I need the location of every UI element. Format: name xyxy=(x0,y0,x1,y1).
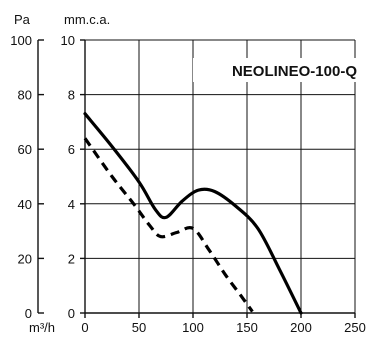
y-tick-label-pa: 40 xyxy=(18,197,32,212)
y-tick-label-mm: 6 xyxy=(68,142,75,157)
y-tick-label-mm: 10 xyxy=(61,33,75,48)
y-unit-right-label: mm.c.a. xyxy=(64,12,110,27)
x-unit-label: m³/h xyxy=(29,320,55,335)
y-tick-label-pa: 100 xyxy=(10,33,32,48)
series-line-dashed xyxy=(83,137,254,313)
y-tick-label-pa: 0 xyxy=(25,306,32,321)
y-tick-label-mm: 0 xyxy=(68,306,75,321)
y-tick-label-mm: 4 xyxy=(68,197,75,212)
chart-title-background xyxy=(193,58,359,82)
series-lines xyxy=(83,112,303,315)
y-tick-label-pa: 20 xyxy=(18,251,32,266)
y-unit-left-label: Pa xyxy=(14,12,31,27)
chart-title: NEOLINEO-100-Q xyxy=(232,63,357,80)
grid-lines xyxy=(85,39,356,313)
y-tick-label-pa: 60 xyxy=(18,142,32,157)
axes xyxy=(37,39,356,318)
x-tick-label: 150 xyxy=(236,320,258,335)
y-tick-label-pa: 80 xyxy=(18,88,32,103)
x-tick-label: 100 xyxy=(182,320,204,335)
x-tick-label: 0 xyxy=(81,320,88,335)
series-line-solid xyxy=(83,112,303,315)
y-tick-label-mm: 8 xyxy=(68,88,75,103)
x-tick-label: 250 xyxy=(344,320,366,335)
x-tick-label: 50 xyxy=(132,320,146,335)
y-tick-label-mm: 2 xyxy=(68,251,75,266)
x-tick-label: 200 xyxy=(290,320,312,335)
